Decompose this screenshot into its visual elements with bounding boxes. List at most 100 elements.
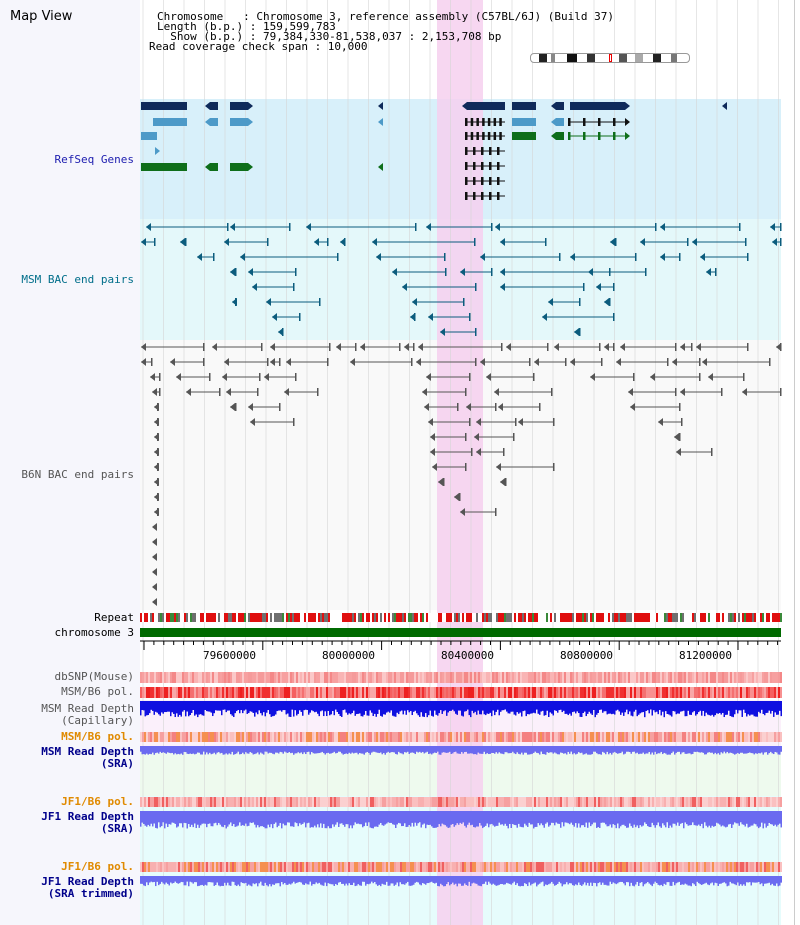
read-depth-bar: [462, 876, 464, 886]
heat-cell: [598, 672, 600, 683]
heat-cell: [458, 732, 460, 742]
read-depth-bar: [276, 876, 278, 884]
read-depth-bar: [276, 746, 278, 753]
bac-end-marker: [471, 448, 473, 456]
track-label-jf1-b6-pol-2[interactable]: JF1/B6 pol.: [61, 860, 134, 873]
track-label-msm-b6-pol-1[interactable]: MSM/B6 pol.: [61, 685, 134, 698]
read-depth-bar: [299, 701, 301, 711]
track-label-jf1-depth-sra-1[interactable]: JF1 Read Depth: [41, 810, 134, 823]
heat-cell: [662, 732, 664, 742]
read-depth-bar: [345, 746, 347, 754]
read-depth-bar: [476, 746, 478, 755]
heat-cell: [290, 797, 292, 807]
heat-cell: [508, 732, 510, 742]
read-depth-bar: [353, 876, 355, 883]
heat-cell: [252, 797, 254, 807]
bac-end-marker: [213, 253, 215, 261]
read-depth-bar: [578, 701, 580, 714]
heat-cell: [448, 797, 450, 807]
gene-feature: [512, 118, 536, 126]
read-depth-bar: [434, 811, 436, 828]
read-depth-bar: [435, 701, 437, 715]
read-depth-bar: [780, 701, 782, 717]
read-depth-bar: [204, 701, 206, 710]
heat-cell: [404, 687, 406, 698]
repeat-segment: [232, 613, 234, 622]
heat-cell: [354, 732, 356, 742]
track-label-msm-bac[interactable]: MSM BAC end pairs: [21, 273, 134, 286]
read-depth-bar: [606, 876, 608, 886]
heat-cell: [478, 672, 480, 683]
gene-arrow: [378, 163, 383, 171]
read-depth-bar: [302, 701, 304, 716]
repeat-segment: [694, 613, 696, 622]
heat-cell: [170, 797, 172, 807]
repeat-segment: [330, 613, 332, 622]
heat-cell: [500, 687, 502, 698]
read-depth-bar: [401, 701, 403, 711]
track-label-msm-depth-sra-1[interactable]: MSM Read Depth: [41, 745, 134, 758]
read-depth-bar: [156, 811, 158, 829]
heat-cell: [660, 732, 662, 742]
read-depth-bar: [318, 876, 320, 883]
read-depth-bar: [645, 701, 647, 711]
read-depth-bar: [561, 701, 563, 713]
read-depth-bar: [387, 876, 389, 886]
track-label-dbsnp[interactable]: dbSNP(Mouse): [54, 670, 134, 683]
heat-cell: [690, 672, 692, 683]
track-label-jf1-depth-trim-1[interactable]: JF1 Read Depth: [41, 875, 134, 888]
heat-cell: [298, 862, 300, 872]
heat-cell: [492, 862, 494, 872]
heat-cell: [674, 862, 676, 872]
gene-arrow: [155, 147, 160, 155]
read-depth-bar: [495, 701, 497, 712]
repeat-segment: [672, 613, 674, 622]
track-label-chromosome[interactable]: chromosome 3: [54, 626, 134, 639]
read-depth-bar: [663, 746, 665, 753]
heat-cell: [180, 687, 182, 698]
heat-cell: [530, 797, 532, 807]
read-depth-bar: [176, 811, 178, 828]
read-depth-bar: [524, 811, 526, 824]
heat-cell: [714, 797, 716, 807]
read-depth-bar: [236, 746, 238, 754]
read-depth-bar: [255, 811, 257, 828]
gene-exon: [487, 118, 491, 126]
read-depth-bar: [224, 876, 226, 883]
read-depth-bar: [218, 811, 220, 823]
read-depth-bar: [579, 811, 581, 828]
heat-cell: [390, 797, 392, 807]
heat-cell: [510, 687, 512, 698]
read-depth-bar: [158, 701, 160, 715]
heat-cell: [394, 687, 396, 698]
read-depth-bar: [707, 701, 709, 715]
heat-cell: [574, 732, 576, 742]
read-depth-bar: [278, 876, 280, 884]
heat-cell: [600, 672, 602, 683]
chromosome-ideogram[interactable]: [530, 53, 690, 63]
read-depth-bar: [444, 701, 446, 711]
repeat-segment: [512, 613, 514, 622]
read-depth-bar: [321, 811, 323, 828]
heat-cell: [670, 862, 672, 872]
track-label-msm-depth-capillary-1[interactable]: MSM Read Depth: [41, 702, 134, 715]
read-depth-bar: [261, 876, 263, 886]
track-label-refseq[interactable]: RefSeq Genes: [54, 153, 134, 166]
track-label-msm-b6-pol-2[interactable]: MSM/B6 pol.: [61, 730, 134, 743]
track-label-jf1-b6-pol-1[interactable]: JF1/B6 pol.: [61, 795, 134, 808]
heat-cell: [198, 732, 200, 742]
heat-cell: [192, 672, 194, 683]
read-depth-bar: [641, 701, 643, 713]
track-label-b6n-bac[interactable]: B6N BAC end pairs: [21, 468, 134, 481]
read-depth-bar: [365, 701, 367, 711]
bac-end-marker: [513, 433, 515, 441]
heat-cell: [330, 687, 332, 698]
read-depth-bar: [215, 876, 217, 886]
bac-end-marker: [376, 253, 381, 261]
read-depth-bar: [605, 876, 607, 885]
read-depth-bar: [744, 811, 746, 827]
heat-cell: [152, 862, 154, 872]
track-label-repeat[interactable]: Repeat: [94, 611, 134, 624]
read-depth-bar: [374, 701, 376, 714]
read-depth-bar: [629, 811, 631, 824]
